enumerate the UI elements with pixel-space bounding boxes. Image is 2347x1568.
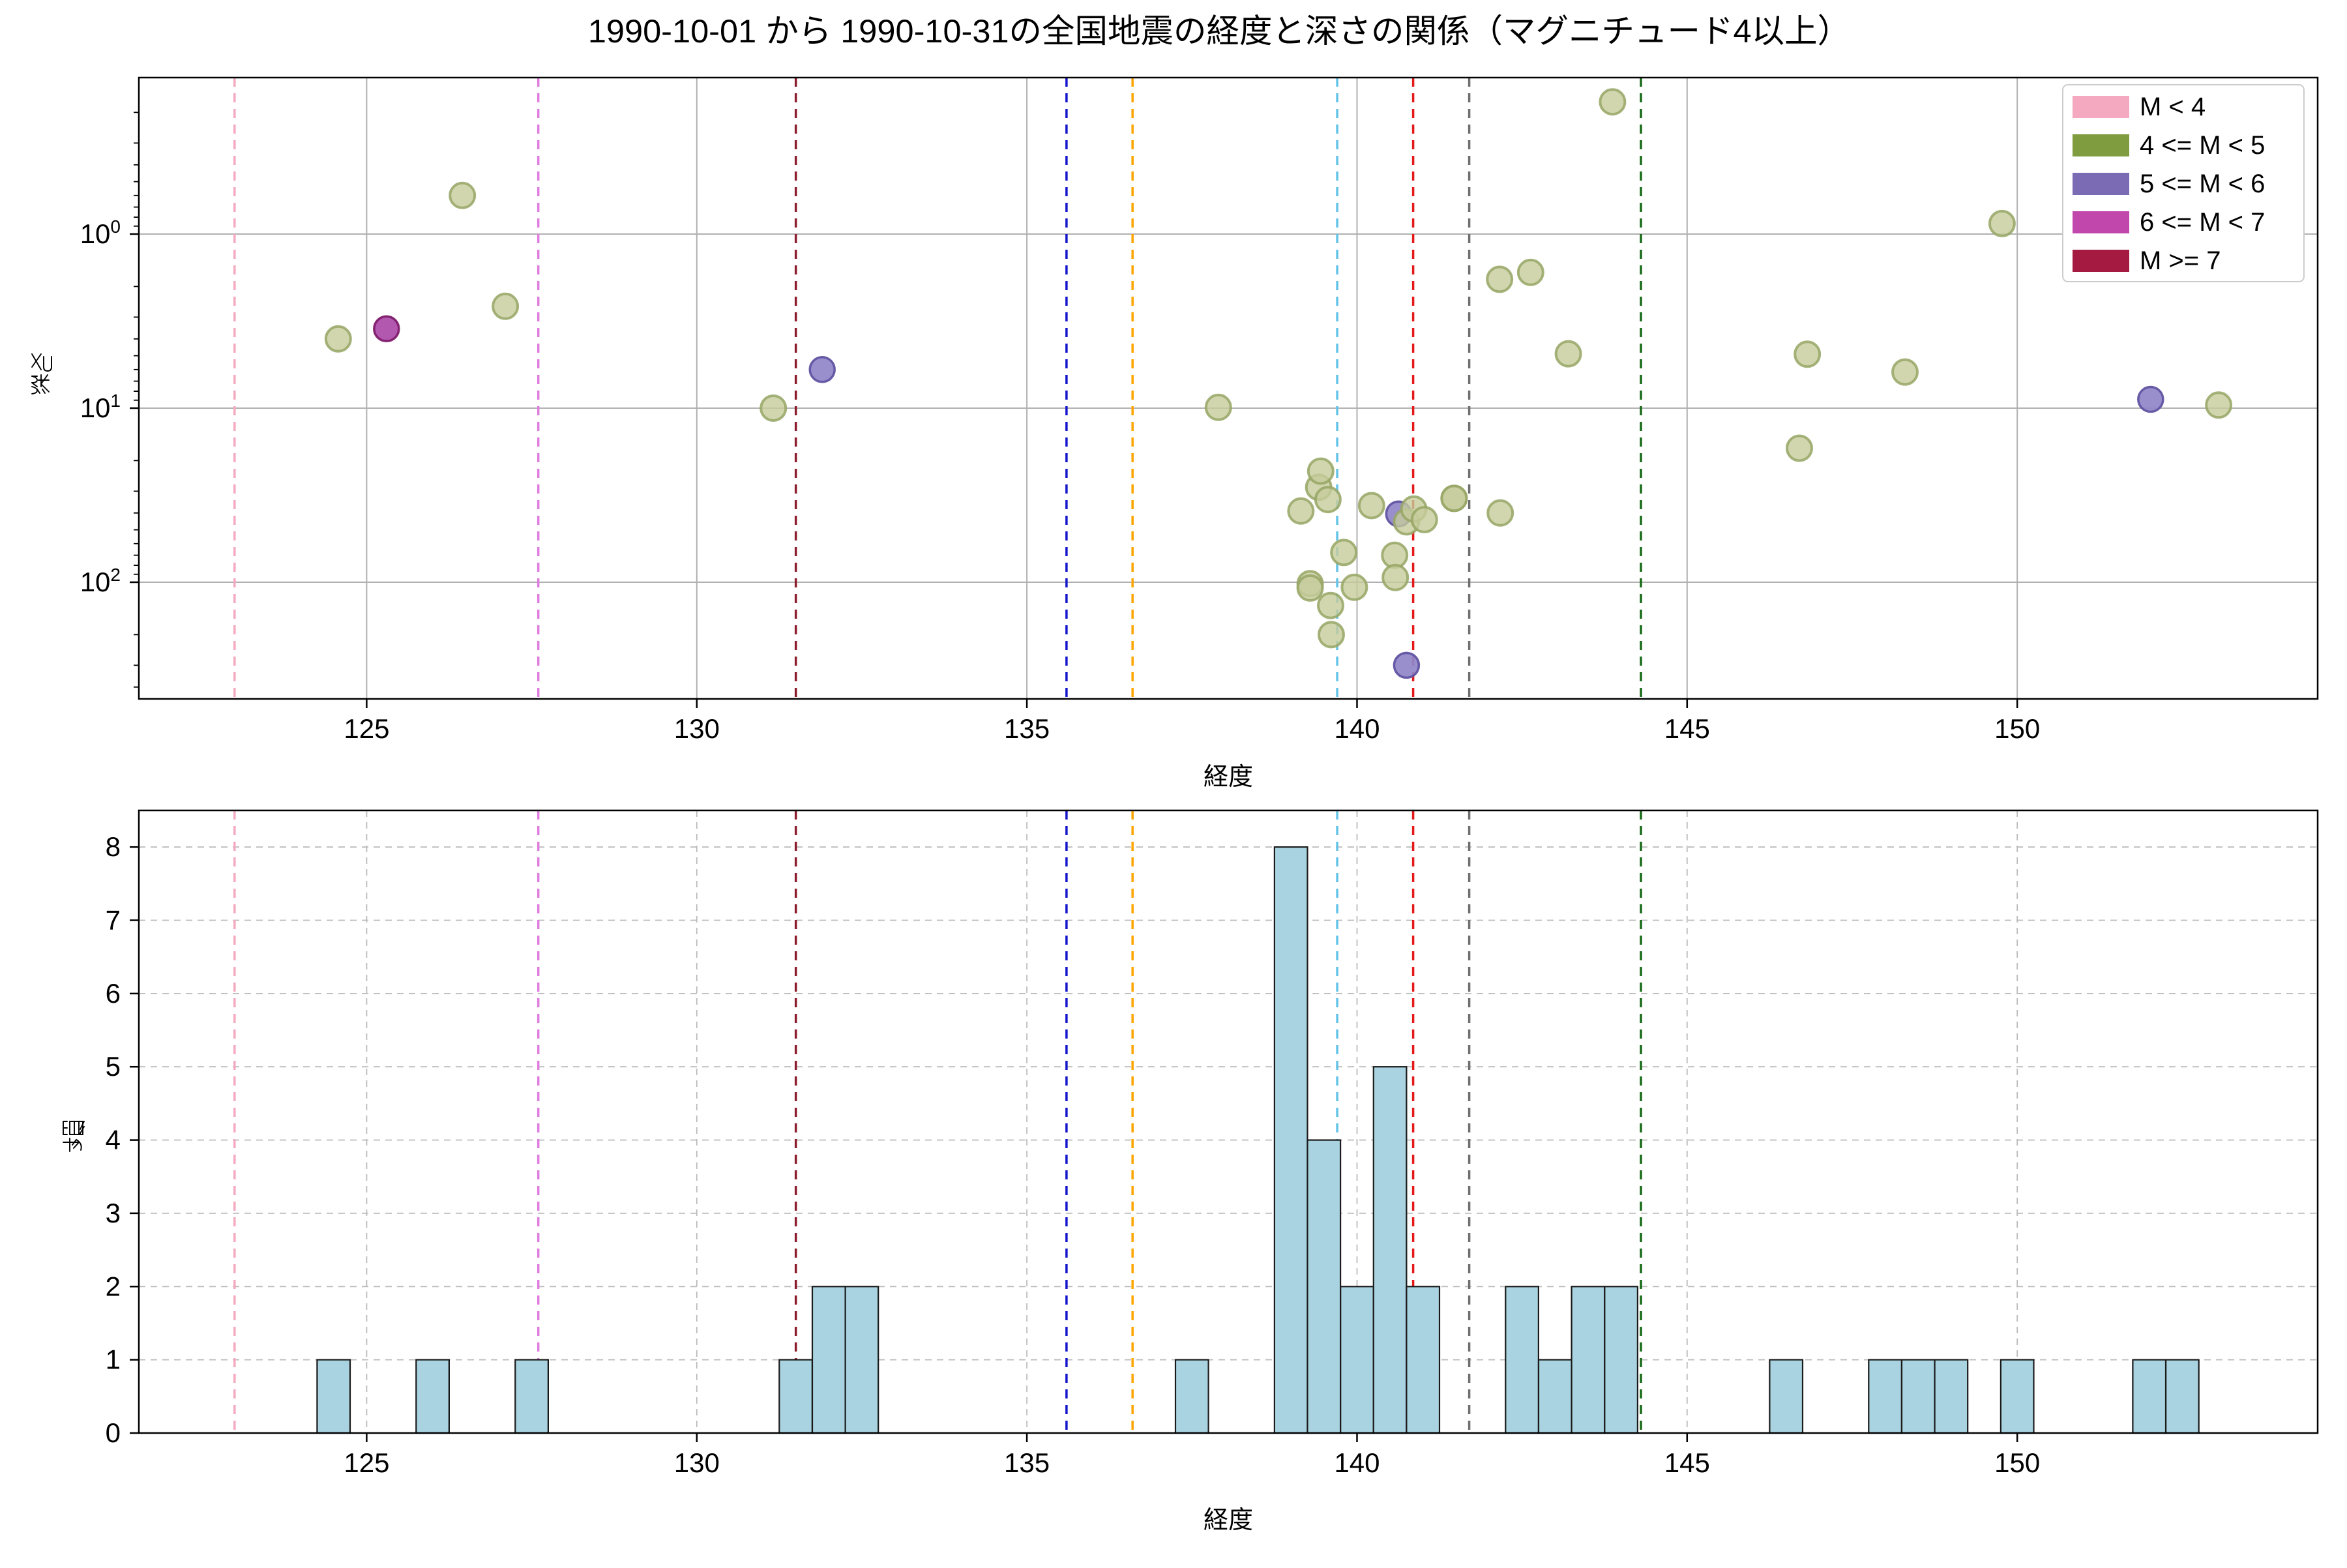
svg-text:経度: 経度 [1203,1507,1253,1534]
svg-text:4: 4 [106,1125,121,1155]
svg-text:6 <= M < 7: 6 <= M < 7 [2140,208,2265,237]
svg-text:140: 140 [1334,713,1380,744]
svg-text:経度: 経度 [1203,763,1253,791]
svg-text:M < 4: M < 4 [2140,93,2206,121]
svg-text:5 <= M < 6: 5 <= M < 6 [2140,170,2265,198]
svg-text:6: 6 [106,978,121,1009]
svg-text:135: 135 [1004,713,1050,744]
svg-text:135: 135 [1004,1447,1050,1478]
svg-text:130: 130 [674,1447,720,1478]
svg-text:140: 140 [1334,1447,1380,1478]
svg-text:125: 125 [344,713,389,744]
svg-text:1: 1 [106,1344,121,1375]
svg-text:M >= 7: M >= 7 [2140,246,2221,275]
svg-text:150: 150 [1994,713,2040,744]
svg-text:145: 145 [1664,713,1710,744]
svg-text:3: 3 [106,1198,121,1228]
svg-text:4 <= M < 5: 4 <= M < 5 [2140,131,2265,160]
svg-text:145: 145 [1664,1447,1710,1478]
svg-text:130: 130 [674,713,720,744]
svg-text:1990-10-01 から 1990-10-31の全国地震の: 1990-10-01 から 1990-10-31の全国地震の経度と深さの関係（マ… [588,12,1850,50]
svg-text:0: 0 [106,1417,121,1448]
svg-text:8: 8 [106,831,121,862]
svg-text:7: 7 [106,905,121,936]
svg-text:5: 5 [106,1051,121,1082]
svg-text:2: 2 [106,1271,121,1301]
svg-text:150: 150 [1994,1447,2040,1478]
svg-text:125: 125 [344,1447,389,1478]
